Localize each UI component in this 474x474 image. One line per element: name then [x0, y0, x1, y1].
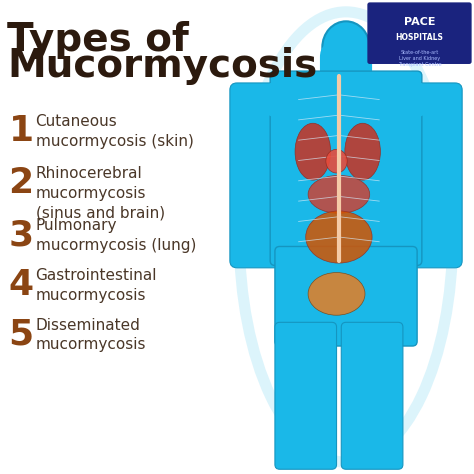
- Ellipse shape: [345, 123, 380, 180]
- Text: State-of-the-art
Liver and Kidney
Transplant Centre: State-of-the-art Liver and Kidney Transp…: [398, 50, 441, 67]
- Ellipse shape: [308, 273, 365, 315]
- Ellipse shape: [306, 211, 372, 263]
- FancyBboxPatch shape: [341, 322, 403, 469]
- Text: Rhinocerebral
mucormycosis
(sinus and brain): Rhinocerebral mucormycosis (sinus and br…: [36, 166, 164, 220]
- Text: 5: 5: [9, 318, 34, 352]
- Text: Cutaneous
mucormycosis (skin): Cutaneous mucormycosis (skin): [36, 114, 193, 148]
- FancyBboxPatch shape: [396, 83, 462, 268]
- Text: Mucormycosis: Mucormycosis: [7, 47, 318, 85]
- Text: 2: 2: [9, 166, 34, 200]
- FancyBboxPatch shape: [230, 83, 296, 268]
- FancyBboxPatch shape: [270, 71, 422, 265]
- FancyBboxPatch shape: [320, 43, 372, 100]
- Text: PACE: PACE: [404, 17, 435, 27]
- FancyBboxPatch shape: [367, 2, 472, 64]
- Text: 4: 4: [9, 268, 34, 302]
- Ellipse shape: [295, 123, 331, 180]
- Text: Disseminated
mucormycosis: Disseminated mucormycosis: [36, 318, 146, 352]
- FancyBboxPatch shape: [275, 322, 337, 469]
- Ellipse shape: [308, 175, 370, 213]
- Text: Types of: Types of: [7, 21, 189, 59]
- Text: HOSPITALS: HOSPITALS: [395, 33, 444, 42]
- FancyBboxPatch shape: [275, 246, 417, 346]
- Text: Gastrointestinal
mucormycosis: Gastrointestinal mucormycosis: [36, 268, 157, 302]
- Ellipse shape: [256, 81, 313, 118]
- Ellipse shape: [326, 149, 347, 173]
- Text: Pulmonary
mucormycosis (lung): Pulmonary mucormycosis (lung): [36, 218, 196, 253]
- Ellipse shape: [379, 81, 436, 118]
- Ellipse shape: [322, 21, 370, 73]
- Text: 1: 1: [9, 114, 34, 148]
- Text: 3: 3: [9, 218, 34, 252]
